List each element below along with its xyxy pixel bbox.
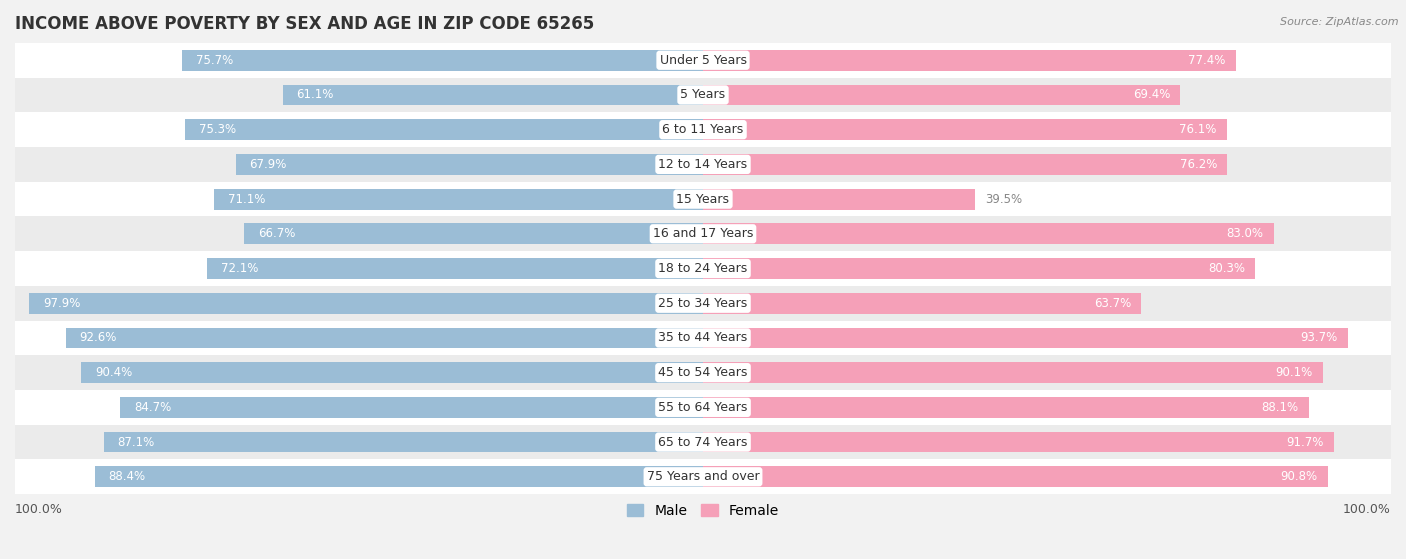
Text: 93.7%: 93.7% xyxy=(1301,331,1337,344)
Bar xyxy=(15,78,1391,112)
Bar xyxy=(703,84,1181,105)
Bar xyxy=(703,328,1348,348)
Bar xyxy=(15,390,1391,425)
Bar xyxy=(15,425,1391,459)
Text: 45 to 54 Years: 45 to 54 Years xyxy=(658,366,748,379)
Bar xyxy=(207,258,703,279)
Bar xyxy=(186,119,703,140)
Bar xyxy=(15,112,1391,147)
Bar xyxy=(703,154,1227,175)
Text: 72.1%: 72.1% xyxy=(221,262,259,275)
Bar xyxy=(183,50,703,70)
Text: 35 to 44 Years: 35 to 44 Years xyxy=(658,331,748,344)
Bar xyxy=(214,189,703,210)
Bar xyxy=(15,147,1391,182)
Text: 90.1%: 90.1% xyxy=(1275,366,1313,379)
Bar xyxy=(15,251,1391,286)
Bar xyxy=(283,84,703,105)
Bar xyxy=(703,50,1236,70)
Bar xyxy=(245,224,703,244)
Text: 76.1%: 76.1% xyxy=(1178,123,1216,136)
Text: 65 to 74 Years: 65 to 74 Years xyxy=(658,435,748,448)
Text: 6 to 11 Years: 6 to 11 Years xyxy=(662,123,744,136)
Text: 97.9%: 97.9% xyxy=(44,297,80,310)
Bar xyxy=(703,258,1256,279)
Text: 90.8%: 90.8% xyxy=(1281,470,1317,484)
Bar xyxy=(703,119,1226,140)
Text: 92.6%: 92.6% xyxy=(80,331,117,344)
Text: 71.1%: 71.1% xyxy=(228,193,264,206)
Text: 75.3%: 75.3% xyxy=(198,123,236,136)
Text: 75.7%: 75.7% xyxy=(195,54,233,67)
Bar xyxy=(703,362,1323,383)
Bar xyxy=(703,397,1309,418)
Text: 80.3%: 80.3% xyxy=(1208,262,1246,275)
Text: 100.0%: 100.0% xyxy=(15,503,63,516)
Bar xyxy=(15,286,1391,321)
Text: 5 Years: 5 Years xyxy=(681,88,725,101)
Bar xyxy=(94,466,703,487)
Bar xyxy=(703,293,1142,314)
Bar xyxy=(121,397,703,418)
Text: 39.5%: 39.5% xyxy=(986,193,1022,206)
Text: 67.9%: 67.9% xyxy=(250,158,287,171)
Text: 63.7%: 63.7% xyxy=(1094,297,1130,310)
Text: 69.4%: 69.4% xyxy=(1133,88,1170,101)
Text: 83.0%: 83.0% xyxy=(1226,228,1264,240)
Bar xyxy=(703,466,1327,487)
Text: 55 to 64 Years: 55 to 64 Years xyxy=(658,401,748,414)
Bar xyxy=(30,293,703,314)
Bar xyxy=(15,216,1391,251)
Text: 76.2%: 76.2% xyxy=(1180,158,1218,171)
Bar xyxy=(15,356,1391,390)
Text: 87.1%: 87.1% xyxy=(118,435,155,448)
Text: INCOME ABOVE POVERTY BY SEX AND AGE IN ZIP CODE 65265: INCOME ABOVE POVERTY BY SEX AND AGE IN Z… xyxy=(15,15,595,33)
Bar xyxy=(15,182,1391,216)
Text: 88.4%: 88.4% xyxy=(108,470,146,484)
Text: 16 and 17 Years: 16 and 17 Years xyxy=(652,228,754,240)
Legend: Male, Female: Male, Female xyxy=(621,498,785,523)
Text: 84.7%: 84.7% xyxy=(134,401,172,414)
Text: 90.4%: 90.4% xyxy=(94,366,132,379)
Text: 77.4%: 77.4% xyxy=(1188,54,1225,67)
Text: Source: ZipAtlas.com: Source: ZipAtlas.com xyxy=(1281,17,1399,27)
Bar xyxy=(703,224,1274,244)
Text: 88.1%: 88.1% xyxy=(1261,401,1299,414)
Bar xyxy=(703,432,1334,452)
Text: 91.7%: 91.7% xyxy=(1286,435,1323,448)
Text: 15 Years: 15 Years xyxy=(676,193,730,206)
Bar xyxy=(15,43,1391,78)
Bar xyxy=(15,321,1391,356)
Bar xyxy=(82,362,703,383)
Text: 61.1%: 61.1% xyxy=(297,88,333,101)
Text: 18 to 24 Years: 18 to 24 Years xyxy=(658,262,748,275)
Text: 12 to 14 Years: 12 to 14 Years xyxy=(658,158,748,171)
Text: 66.7%: 66.7% xyxy=(257,228,295,240)
Text: 25 to 34 Years: 25 to 34 Years xyxy=(658,297,748,310)
Bar xyxy=(15,459,1391,494)
Bar xyxy=(104,432,703,452)
Text: 75 Years and over: 75 Years and over xyxy=(647,470,759,484)
Text: 100.0%: 100.0% xyxy=(1343,503,1391,516)
Bar xyxy=(66,328,703,348)
Bar xyxy=(236,154,703,175)
Text: Under 5 Years: Under 5 Years xyxy=(659,54,747,67)
Bar xyxy=(703,189,974,210)
